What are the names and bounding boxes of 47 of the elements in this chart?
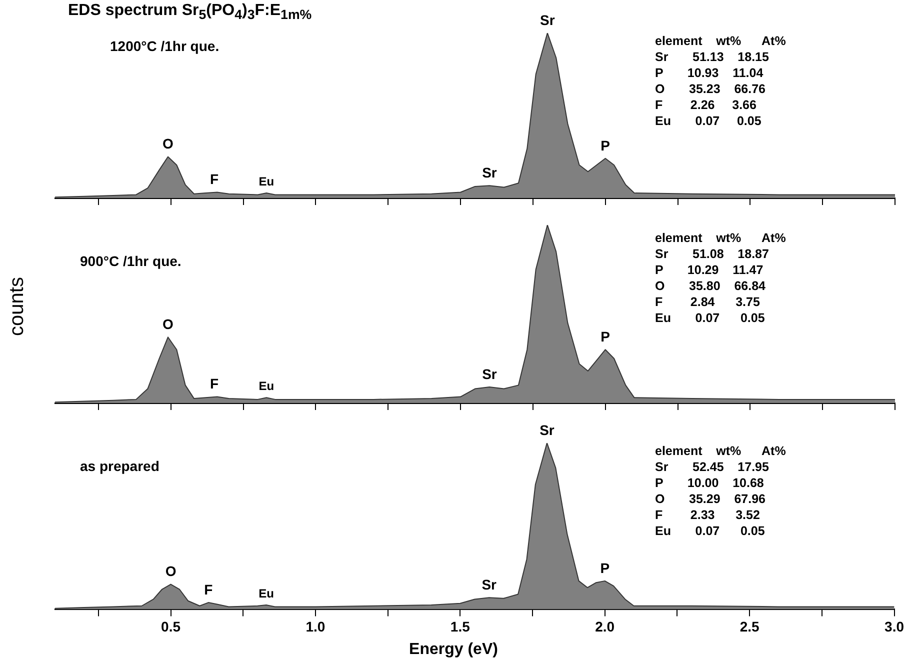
x-tick-label: 0.5 (161, 618, 181, 634)
x-tick-label: 2.0 (595, 618, 615, 634)
x-tick-label: 1.0 (306, 618, 326, 634)
annotation: P 10.29 11.47 (655, 263, 764, 277)
annotation: Sr (482, 576, 498, 592)
annotation: O 35.23 66.76 (655, 82, 766, 96)
y-axis-title: counts (6, 277, 29, 336)
annotation: as prepared (80, 458, 160, 474)
chart-title: EDS spectrum Sr$_{5}$(PO$_{4}$)$_{3}$F:E$_{1m%}$ (68, 2, 312, 22)
annotation: P (600, 560, 610, 576)
annotation: element wt% At% (655, 231, 786, 245)
annotation: Sr 51.08 18.87 (655, 247, 769, 261)
annotation: O 35.80 66.84 (655, 279, 766, 293)
annotation: F (204, 581, 214, 598)
annotation: F 2.84 3.75 (655, 295, 760, 309)
annotation: Sr (540, 422, 555, 438)
x-tick-label: 1.5 (450, 618, 470, 634)
annotation: Eu 0.07 0.05 (655, 311, 765, 325)
annotation: P 10.00 10.68 (655, 476, 764, 490)
annotation: Sr (540, 12, 556, 28)
annotation: F (210, 171, 220, 188)
annotation: Eu (258, 586, 274, 600)
annotation: Eu (258, 174, 274, 188)
x-tick-label: 2.5 (740, 618, 760, 634)
annotation: Sr 52.45 17.95 (655, 460, 769, 474)
annotation: 1200°C /1hr que. (110, 38, 220, 54)
annotation: Eu 0.07 0.05 (655, 114, 762, 128)
annotation: O (162, 136, 174, 152)
annotation: P 10.93 11.04 (655, 66, 764, 80)
annotation: P (600, 328, 610, 344)
x-tick-label: 3.0 (884, 618, 904, 634)
annotation: element wt% At% (655, 444, 786, 458)
annotation: element wt% At% (655, 34, 786, 48)
annotation: F 2.33 3.52 (655, 508, 760, 522)
x-axis-title: Energy (eV) (408, 641, 499, 659)
annotation: Sr 51.13 18.15 (655, 50, 769, 64)
annotation: F 2.26 3.66 (655, 98, 756, 112)
annotation: Sr (482, 164, 498, 180)
annotation: P (600, 137, 610, 154)
annotation: Sr (482, 366, 498, 382)
annotation: Eu 0.07 0.05 (655, 524, 765, 538)
annotation: O (165, 563, 176, 580)
annotation: 900°C /1hr que. (80, 253, 182, 269)
annotation: F (210, 376, 220, 392)
annotation: Eu (258, 378, 274, 393)
annotation: O (162, 316, 174, 332)
annotation: O 35.29 67.96 (655, 492, 766, 506)
